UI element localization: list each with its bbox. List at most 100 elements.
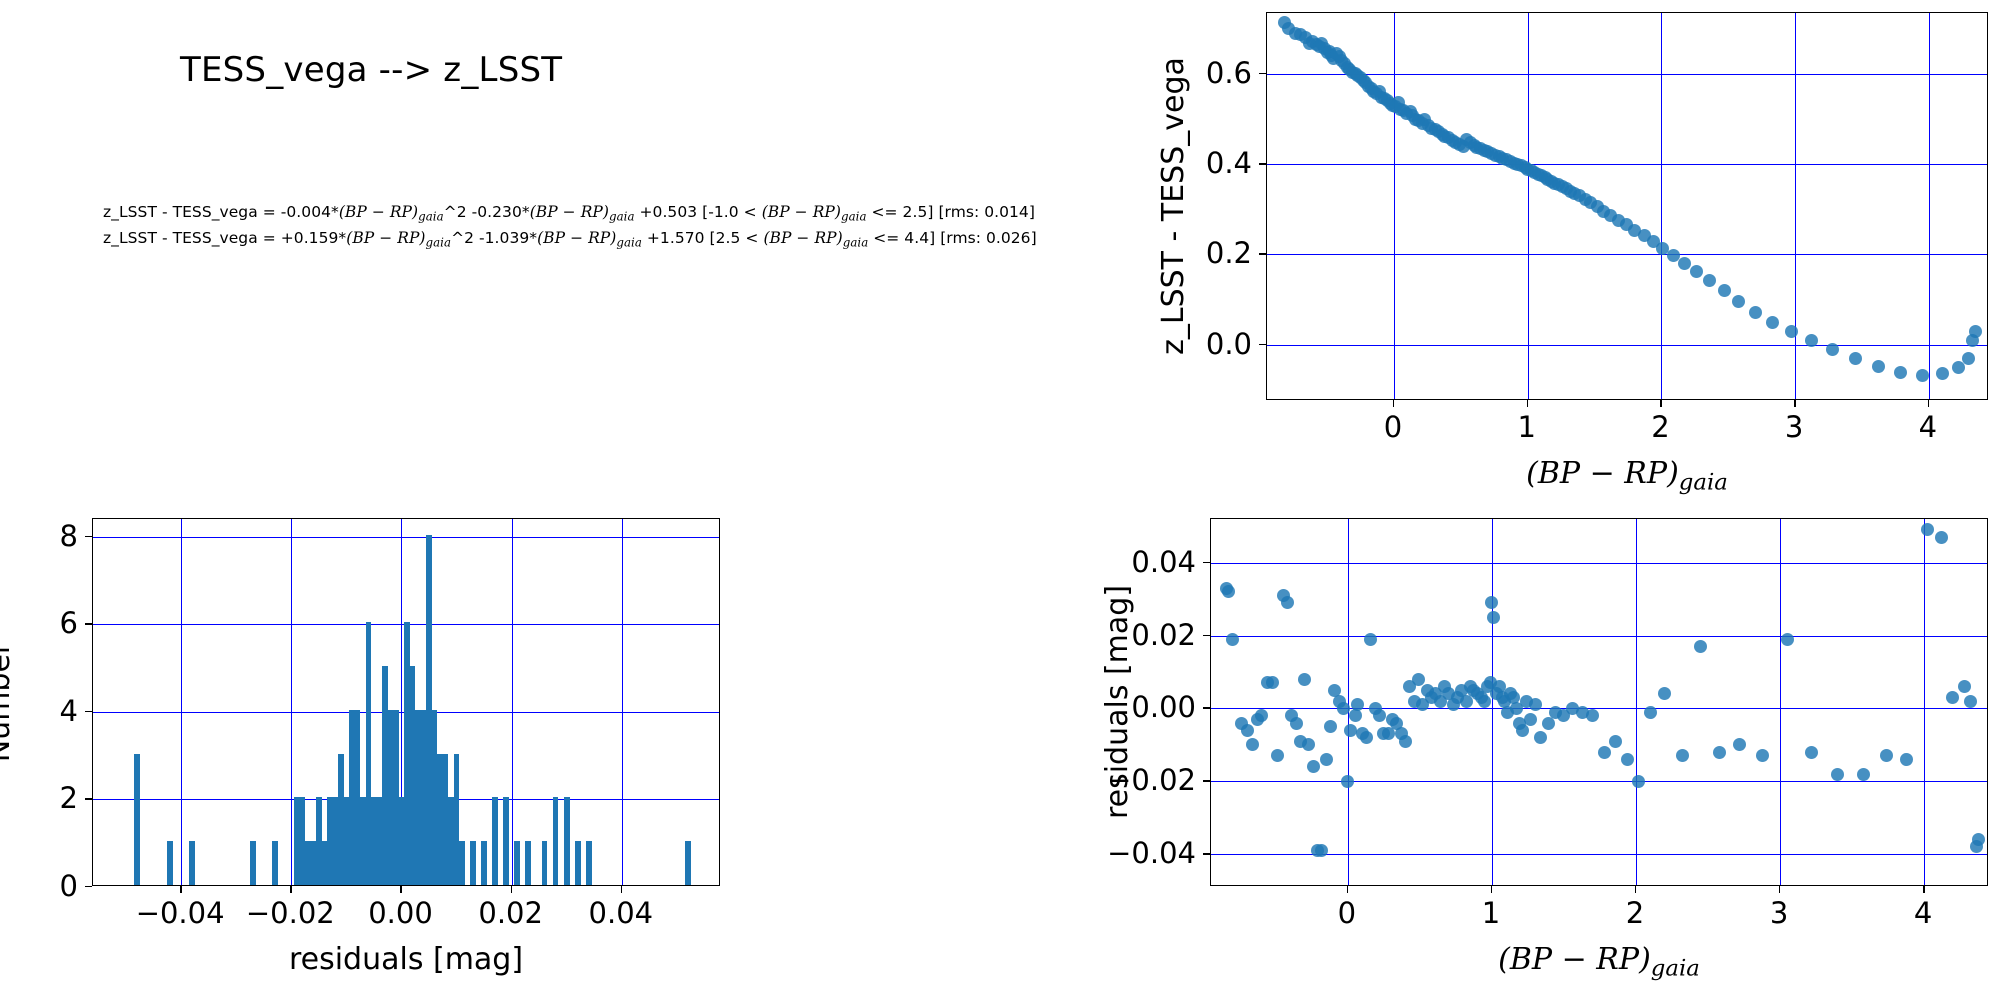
x-tick-label: 3 [1769, 896, 1789, 930]
eqn2-lhs: z_LSST - TESS_vega = [103, 229, 281, 247]
y-tick-label: 6 [59, 606, 78, 641]
histogram-bar [371, 797, 377, 885]
eqn2-quad-coeff: +0.159* [280, 229, 347, 247]
y-tick-label: −0.04 [1107, 836, 1196, 871]
data-point [1857, 767, 1871, 781]
x-tick [1635, 886, 1637, 893]
histogram-bar [343, 797, 350, 885]
histogram-bar [552, 797, 559, 885]
histogram-bar [189, 841, 195, 885]
data-point [1270, 749, 1284, 763]
data-point [1765, 315, 1779, 329]
data-point [1632, 774, 1646, 788]
x-tick [510, 886, 513, 893]
y-tick-label: 0.0 [1205, 326, 1252, 361]
histogram-bar [354, 709, 361, 885]
gridline-vertical [181, 519, 183, 885]
eqn2-range-close: <= 4.4] [868, 229, 936, 247]
data-point [1703, 274, 1717, 288]
data-point [1784, 324, 1798, 338]
data-point [1675, 749, 1689, 763]
data-point [1254, 709, 1268, 723]
gridline-horizontal [1211, 562, 1987, 564]
x-tick-label: 0.04 [588, 896, 654, 930]
gridline-vertical [1924, 519, 1926, 885]
eqn1-lin-coeff: -0.230* [471, 203, 530, 221]
x-tick-label: 0.02 [478, 896, 543, 930]
gridline-vertical [1394, 13, 1396, 399]
histogram-bar [321, 841, 328, 885]
data-point [1900, 752, 1914, 766]
x-tick [620, 886, 623, 893]
y-tick-label: 0.4 [1205, 146, 1252, 181]
histogram-bar [167, 841, 173, 885]
data-point [1609, 734, 1623, 748]
eqn1-power: ^2 [443, 203, 472, 221]
eqn2-rms: [rms: 0.026] [935, 229, 1037, 247]
data-point [1748, 305, 1762, 319]
y-tick [1203, 561, 1210, 564]
gridline-horizontal [1211, 781, 1987, 783]
histogram-bar [404, 622, 410, 885]
data-point [1411, 672, 1425, 686]
data-point [1341, 774, 1355, 788]
histogram-bar [376, 797, 383, 885]
x-tick [1526, 400, 1529, 407]
gridline-horizontal [1267, 164, 1987, 166]
data-point [1656, 241, 1670, 255]
x-axis-label: residuals [mag] [288, 942, 524, 977]
eqn1-rms: [rms: 0.014] [933, 203, 1035, 221]
x-tick-label: 1 [1481, 896, 1501, 930]
plot-area-histogram [92, 518, 720, 886]
x-tick-label: 4 [1913, 896, 1933, 930]
histogram-bar [481, 841, 487, 885]
data-point [1534, 731, 1548, 745]
gridline-vertical [1527, 13, 1529, 399]
gridline-vertical [1780, 519, 1782, 885]
histogram-bar [525, 841, 531, 885]
gridline-vertical [1491, 519, 1493, 885]
y-tick [1259, 163, 1266, 165]
data-point [1373, 709, 1387, 723]
data-point [1597, 745, 1611, 759]
data-point [1319, 752, 1333, 766]
data-point [1689, 265, 1703, 279]
histogram-bar [503, 797, 509, 885]
data-point [1805, 745, 1819, 759]
data-point [1266, 676, 1280, 690]
eqn1-lhs: z_LSST - TESS_vega = [103, 203, 281, 221]
x-tick [1346, 886, 1349, 893]
data-point [1831, 767, 1845, 781]
data-point [1826, 342, 1840, 356]
x-tick [1794, 400, 1796, 407]
histogram-bar [415, 709, 421, 885]
histogram-bar [134, 753, 140, 885]
eqn1-term1: (BP − RP) [338, 203, 419, 221]
y-tick [1259, 72, 1266, 75]
data-point [1509, 701, 1523, 715]
data-point [1315, 844, 1329, 858]
eqn1-quad-coeff: -0.004* [280, 203, 339, 221]
panel-residual-scatter: 0 1 2 3 4 −0.04 −0.02 0.00 0.02 0.04 (BP − RP)gaia… [1100, 518, 1988, 981]
data-point [1804, 333, 1818, 347]
data-point [1364, 632, 1378, 646]
data-point [1666, 248, 1680, 262]
data-point [1507, 691, 1521, 705]
histogram-bar [492, 797, 498, 885]
x-tick [1490, 886, 1493, 893]
data-point [1524, 712, 1538, 726]
histogram-bar [299, 797, 306, 885]
data-point [1528, 698, 1542, 712]
panel-color-color-scatter: 0 1 2 3 4 0.0 0.2 0.4 0.6 (BP − RP)gaia z_LSST - T… [1156, 12, 1988, 495]
eqn1-sub2: gaia [609, 209, 635, 224]
data-point [1969, 324, 1983, 338]
eqn1-range-open: [-1.0 < [697, 203, 762, 221]
histogram-bar [382, 665, 388, 885]
data-point [1972, 833, 1986, 847]
data-point [1541, 716, 1555, 730]
histogram-bar [459, 841, 465, 885]
x-tick [1779, 886, 1781, 893]
data-point [1694, 640, 1708, 654]
data-point [1963, 694, 1977, 708]
y-tick-label: 0.2 [1205, 236, 1252, 271]
